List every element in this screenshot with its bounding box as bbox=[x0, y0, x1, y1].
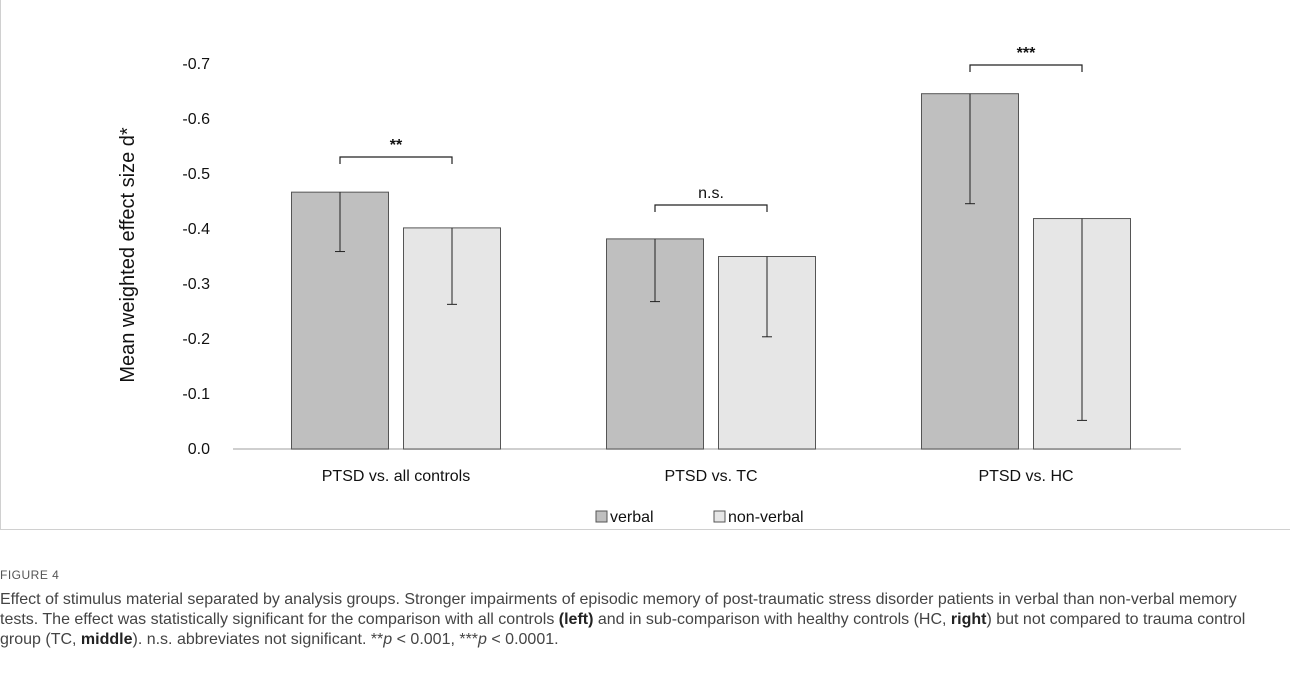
significance-label-1: n.s. bbox=[698, 185, 724, 202]
legend-label-verbal: verbal bbox=[610, 509, 654, 526]
y-axis: 0.0 -0.1 -0.2 -0.3 -0.4 -0.5 -0.6 -0.7 bbox=[182, 56, 1181, 458]
category-label-2: PTSD vs. HC bbox=[978, 468, 1073, 485]
caption-p-italic: p bbox=[478, 631, 487, 648]
caption-bold-left: (left) bbox=[558, 611, 594, 628]
caption-part: < 0.001, *** bbox=[392, 631, 479, 648]
caption-part: ) but not compared to trauma control gro… bbox=[0, 611, 1246, 648]
significance-label-0: ** bbox=[390, 137, 403, 154]
significance-brackets: ** n.s. *** bbox=[339, 45, 1083, 212]
y-tick-label: -0.2 bbox=[182, 331, 210, 348]
caption-bold-right: right bbox=[950, 611, 987, 628]
caption-bold-middle: middle bbox=[80, 631, 133, 648]
caption-part: Effect of stimulus material separated by… bbox=[0, 591, 1237, 628]
y-tick-label: -0.1 bbox=[182, 386, 210, 403]
legend-label-non-verbal: non-verbal bbox=[728, 509, 804, 526]
caption-text: Effect of stimulus material separated by… bbox=[0, 590, 1270, 650]
category-label-0: PTSD vs. all controls bbox=[322, 468, 470, 485]
y-axis-title: Mean weighted effect size d* bbox=[117, 127, 139, 383]
y-tick-label: -0.7 bbox=[182, 56, 210, 73]
significance-bracket-1 bbox=[654, 204, 768, 212]
y-tick-label: -0.6 bbox=[182, 111, 210, 128]
legend-swatch-non-verbal bbox=[713, 510, 726, 523]
legend: verbal non-verbal bbox=[595, 509, 804, 526]
figure-caption: FIGURE 4 Effect of stimulus material sep… bbox=[0, 568, 1270, 650]
significance-bracket-0 bbox=[339, 156, 453, 164]
bars bbox=[291, 93, 1131, 450]
caption-p-italic: p bbox=[383, 631, 393, 648]
caption-part: ). n.s. abbreviates not significant. ** bbox=[132, 631, 384, 648]
significance-label-2: *** bbox=[1017, 45, 1036, 62]
figure-label: FIGURE 4 bbox=[0, 568, 60, 582]
y-tick-label: -0.3 bbox=[182, 276, 210, 293]
error-bars bbox=[335, 93, 1087, 421]
y-tick-label: 0.0 bbox=[188, 441, 210, 458]
caption-part: and in sub-comparison with healthy contr… bbox=[593, 611, 951, 628]
y-tick-label: -0.5 bbox=[182, 166, 210, 183]
significance-bracket-2 bbox=[969, 64, 1083, 72]
bar-chart: 0.0-0.1-0.2-0.3-0.4-0.5-0.6-0.7 **n.s.**… bbox=[117, 45, 1181, 526]
category-label-1: PTSD vs. TC bbox=[664, 468, 757, 485]
legend-swatch-verbal bbox=[595, 510, 608, 523]
category-labels: PTSD vs. all controls PTSD vs. TC PTSD vs.… bbox=[322, 468, 1074, 485]
y-tick-label: -0.4 bbox=[182, 221, 210, 238]
figure-frame: 0.0 -0.1 -0.2 -0.3 -0.4 -0.5 -0.6 -0.7 ** n.s. **… bbox=[0, 0, 1290, 530]
caption-part: < 0.0001. bbox=[486, 631, 559, 648]
